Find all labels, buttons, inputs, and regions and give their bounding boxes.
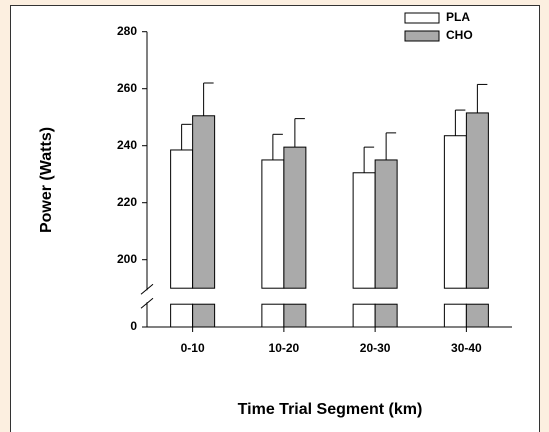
bar bbox=[443, 303, 467, 328]
x-tick-label: 20-30 bbox=[360, 341, 391, 355]
x-tick-label: 30-40 bbox=[451, 341, 482, 355]
x-axis-label: Time Trial Segment (km) bbox=[238, 401, 423, 418]
bar bbox=[374, 159, 398, 289]
y-tick-label: 0 bbox=[130, 319, 137, 333]
bar bbox=[261, 303, 285, 328]
x-tick-label: 0-10 bbox=[181, 341, 205, 355]
bar bbox=[465, 303, 489, 328]
y-tick-label: 220 bbox=[117, 195, 137, 209]
axis-break bbox=[140, 283, 154, 295]
axis-break bbox=[140, 297, 154, 309]
y-tick-label: 240 bbox=[117, 138, 137, 152]
legend-label: CHO bbox=[446, 28, 473, 42]
legend-label: PLA bbox=[446, 10, 470, 24]
bar bbox=[170, 149, 194, 289]
bar bbox=[283, 146, 307, 289]
y-axis-label: Power (Watts) bbox=[38, 127, 55, 233]
x-tick-label: 10-20 bbox=[269, 341, 300, 355]
y-tick-label: 200 bbox=[117, 252, 137, 266]
bar bbox=[443, 135, 467, 289]
legend-swatch bbox=[404, 12, 440, 24]
bar bbox=[192, 115, 216, 289]
bar bbox=[170, 303, 194, 328]
bar bbox=[283, 303, 307, 328]
bar bbox=[374, 303, 398, 328]
legend-swatch bbox=[404, 30, 440, 42]
bar bbox=[261, 159, 285, 289]
y-tick-label: 260 bbox=[117, 81, 137, 95]
bar bbox=[465, 112, 489, 289]
bar bbox=[352, 303, 376, 328]
bar bbox=[192, 303, 216, 328]
bar bbox=[352, 172, 376, 289]
y-tick-label: 280 bbox=[117, 24, 137, 38]
